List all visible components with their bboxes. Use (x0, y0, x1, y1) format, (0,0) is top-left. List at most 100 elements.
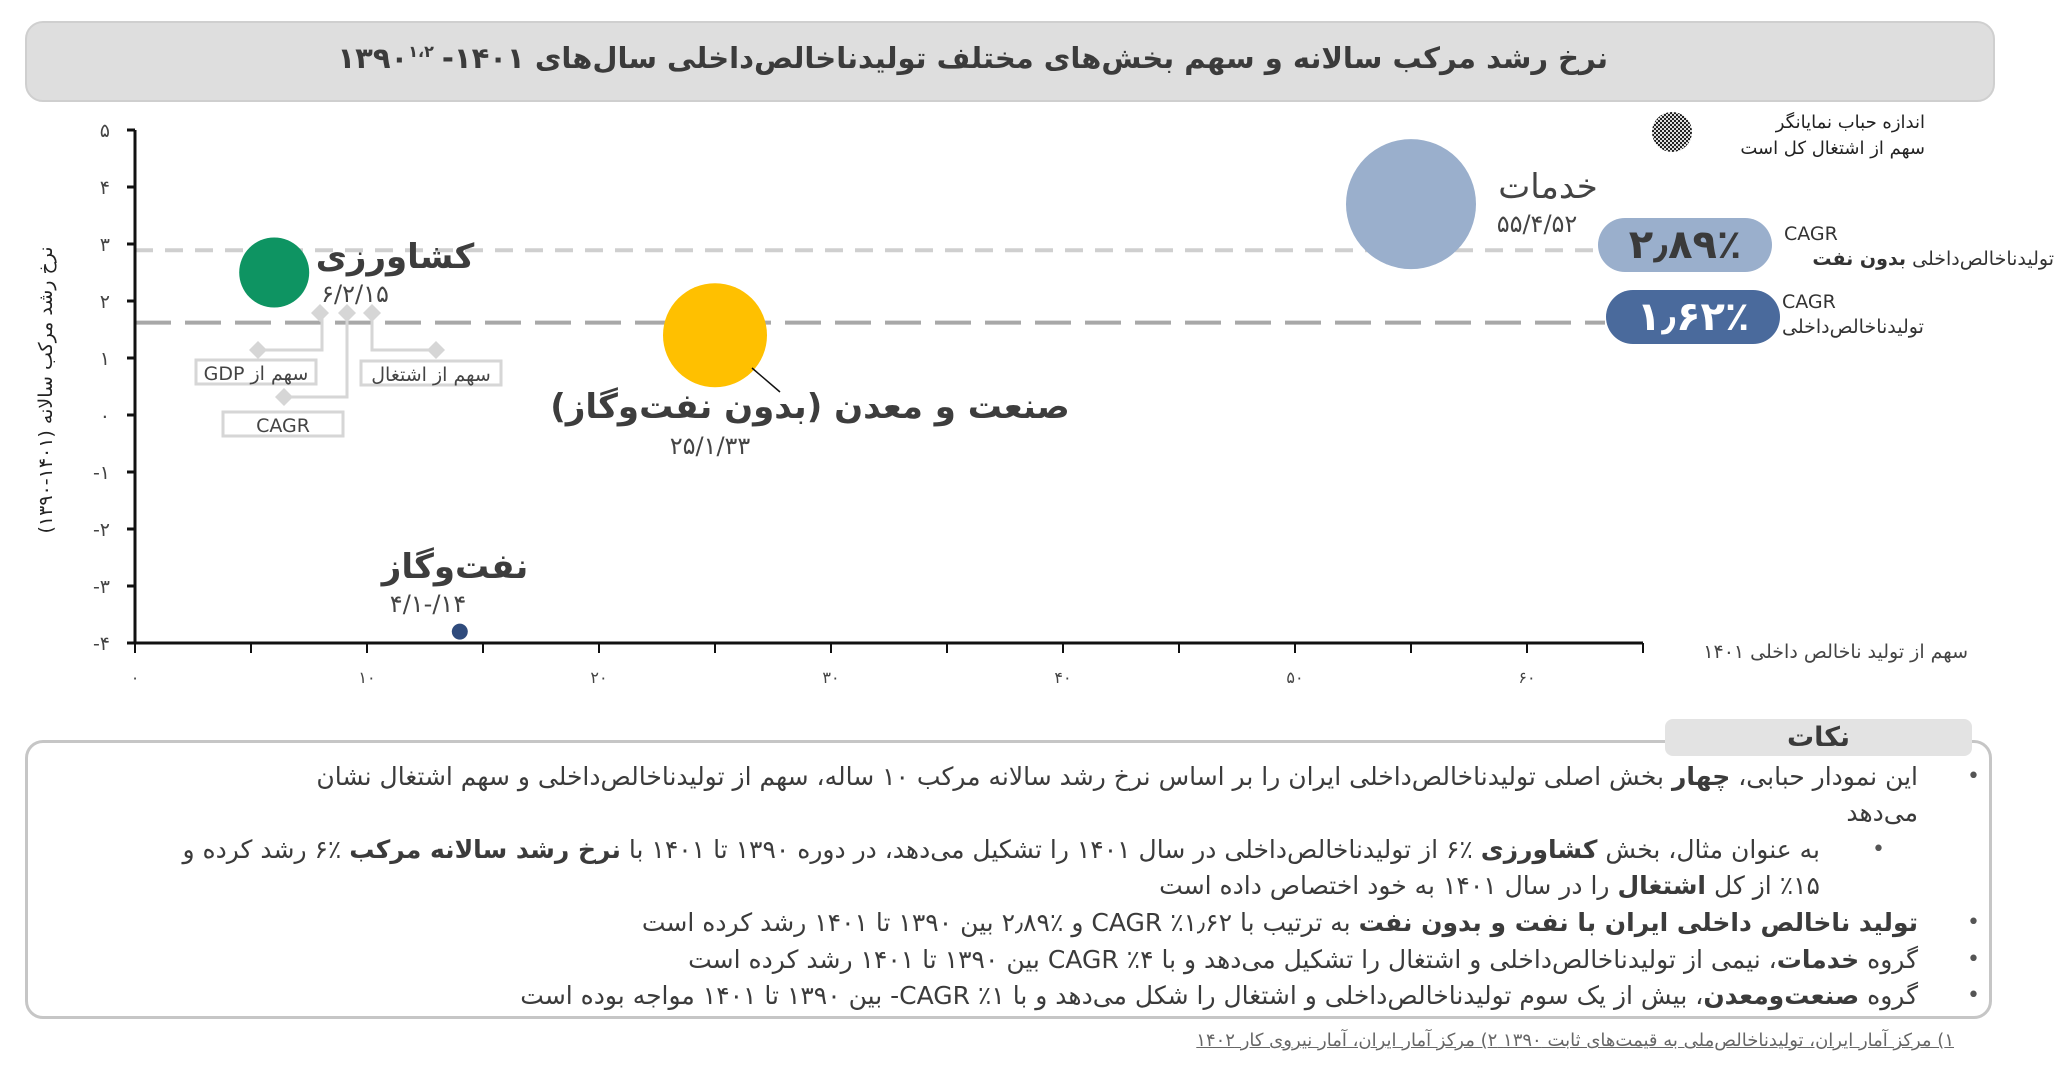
bubble-services (1346, 139, 1476, 270)
note-item: گروه خدمات، نیمی از تولیدناخالص‌داخلی و … (688, 945, 1918, 974)
note-text: بخش اصلی تولیدناخالص‌داخلی ایران را بر ا… (316, 762, 1672, 791)
note-emphasis: صنعت‌ومعدن (1703, 981, 1860, 1010)
industry-pointer-line (751, 367, 781, 393)
note-text: به عنوان مثال، بخش (1597, 835, 1820, 864)
note-text: ، بیش از یک سوم تولیدناخالص‌داخلی و اشتغ… (520, 981, 1704, 1010)
bullet-icon: • (1967, 910, 1980, 935)
chart-title: نرخ رشد مرکب سالانه و سهم بخش‌های مختلف … (337, 41, 1608, 75)
y-tick-label: ۲ (100, 291, 110, 313)
note-emphasis: نرخ رشد سالانه مرکب (349, 835, 621, 864)
source-footnote[interactable]: ۱) مرکز آمار ایران، تولیدناخالص‌ملی به ق… (1196, 1030, 1954, 1051)
cagr-value-non-oil: ۲٫۸۹٪ (1628, 222, 1742, 268)
notes-box (25, 740, 1992, 1019)
chart-title-text: نرخ رشد مرکب سالانه و سهم بخش‌های مختلف … (337, 41, 1608, 75)
note-text: را در سال ۱۴۰۱ به خود اختصاص داده است (1159, 871, 1618, 900)
cagr-desc-total: تولیدناخالص‌داخلی (1782, 316, 1924, 338)
note-text: به ترتیب با CAGR ٪۱٫۶۲ و ٪۲٫۸۹ بین ۱۳۹۰ … (641, 908, 1359, 937)
bubble-industry (663, 283, 767, 388)
key-text-employment: سهم از اشتغال (371, 364, 491, 386)
note-text: ، نیمی از تولیدناخالص‌داخلی و اشتغال را … (688, 945, 1777, 974)
note-text: این نمودار حبابی، (1730, 762, 1918, 791)
y-tick-label: ۵ (100, 120, 110, 142)
key-end-cagr (275, 388, 293, 406)
bullet-icon: • (1967, 764, 1980, 789)
label-services: خدمات (1498, 167, 1597, 207)
label-oil-gas: نفت‌وگاز (380, 547, 528, 587)
note-emphasis: اشتغال (1617, 871, 1706, 900)
cagr-desc-bold: بدون نفت (1812, 248, 1907, 270)
title-footnote-ref: ۱،۲ (408, 42, 434, 62)
cagr-value-total: ۱٫۶۲٪ (1636, 294, 1750, 340)
x-tick-label: ۳۰ (822, 668, 839, 687)
key-connector-employment (370, 318, 436, 352)
x-tick-label: ۴۰ (1054, 668, 1071, 687)
note-text: گروه (1859, 981, 1918, 1010)
x-tick-label: ۵۰ (1286, 668, 1303, 687)
x-tick-label: ۰ (131, 668, 140, 687)
key-end-employment (427, 341, 445, 359)
note-text: ٪۶ از تولیدناخالص‌داخلی در سال ۱۴۰۱ را ت… (620, 835, 1481, 864)
note-item: ٪۱۵ از کل اشتغال را در سال ۱۴۰۱ به خود ا… (1159, 871, 1820, 900)
bubble-agriculture (239, 237, 310, 308)
note-text: ٪۱۵ از کل (1706, 871, 1820, 900)
key-connector-cagr (284, 318, 349, 399)
cagr-desc-non-oil: تولیدناخالص‌داخلی بدون نفت (1784, 247, 2054, 272)
note-item: این نمودار حبابی، چهار بخش اصلی تولیدناخ… (316, 762, 1918, 791)
note-emphasis: چهار (1671, 762, 1731, 791)
y-tick-label: ۱ (100, 348, 110, 370)
note-item: می‌دهد (1846, 798, 1918, 827)
note-text: ٪۶ رشد کرده و (182, 835, 350, 864)
label-agriculture: کشاورزی (316, 237, 475, 277)
note-emphasis: تولید ناخالص داخلی ایران با نفت و بدون ن… (1358, 908, 1918, 937)
note-emphasis: کشاورزی (1480, 835, 1598, 864)
note-item: تولید ناخالص داخلی ایران با نفت و بدون ن… (642, 908, 1918, 937)
note-text: می‌دهد (1846, 798, 1918, 827)
key-text-gdp: سهم از GDP (204, 363, 309, 385)
note-item: به عنوان مثال، بخش کشاورزی ٪۶ از تولیدنا… (182, 835, 1820, 864)
legend-bubble-icon (1652, 112, 1692, 152)
y-tick-label: -۱ (93, 462, 110, 484)
legend-line-2: سهم از اشتغال کل است (1740, 138, 1925, 159)
note-emphasis: خدمات (1776, 945, 1860, 974)
value-agriculture: ۶/۲/۱۵ (321, 280, 389, 308)
key-text-cagr: CAGR (256, 415, 310, 437)
bullet-icon: • (1967, 947, 1980, 972)
key-marker-employment (363, 304, 381, 322)
key-marker-gdp (311, 304, 329, 322)
bubble-size-legend: اندازه حباب نمایانگر سهم از اشتغال کل اس… (1650, 110, 1925, 162)
legend-line-1: اندازه حباب نمایانگر (1775, 112, 1925, 133)
value-oil-gas: ۱۴/-۴/۱ (390, 590, 466, 618)
x-tick-label: ۲۰ (590, 668, 607, 687)
value-industry: ۲۵/۱/۳۳ (670, 432, 751, 460)
chart-title-box: نرخ رشد مرکب سالانه و سهم بخش‌های مختلف … (25, 21, 1995, 102)
note-item: گروه صنعت‌ومعدن، بیش از یک سوم تولیدناخا… (520, 981, 1918, 1010)
x-tick-label: ۱۰ (358, 668, 375, 687)
x-tick-label: ۶۰ (1518, 668, 1535, 687)
cagr-desc-normal: تولیدناخالص‌داخلی (1906, 248, 2054, 270)
y-tick-label: ۰ (100, 405, 110, 427)
key-box-employment (359, 359, 503, 387)
cagr-pill-non-oil: ۲٫۸۹٪ (1598, 218, 1772, 272)
y-tick-label: -۲ (93, 519, 110, 541)
y-tick-label: ۳ (100, 234, 110, 256)
y-tick-label: -۴ (93, 633, 110, 655)
key-box-gdp (194, 358, 318, 386)
y-tick-label: -۳ (93, 576, 110, 598)
cagr-pill-total: ۱٫۶۲٪ (1606, 290, 1780, 344)
key-marker-cagr (338, 304, 356, 322)
cagr-label-total: CAGR تولیدناخالص‌داخلی (1782, 290, 1982, 340)
notes-header: نکات (1665, 719, 1972, 756)
bullet-icon: • (1967, 983, 1980, 1008)
cagr-label-non-oil: CAGR تولیدناخالص‌داخلی بدون نفت (1784, 222, 2054, 272)
cagr-abbrev: CAGR (1782, 291, 1836, 313)
y-tick-label: ۴ (100, 177, 110, 199)
key-end-gdp (249, 341, 267, 359)
label-industry: صنعت و معدن (بدون نفت‌وگاز) (550, 387, 1069, 427)
x-axis-label: سهم از تولید ناخالص داخلی ۱۴۰۱ (1703, 641, 1968, 663)
note-text: گروه (1859, 945, 1918, 974)
key-connector-gdp (258, 318, 324, 352)
y-axis-label: نرخ رشد مرکب سالانه (۱۴۰۱-۱۳۹۰) (35, 247, 57, 534)
bubble-oil-gas (451, 623, 468, 640)
cagr-abbrev: CAGR (1784, 223, 1838, 245)
